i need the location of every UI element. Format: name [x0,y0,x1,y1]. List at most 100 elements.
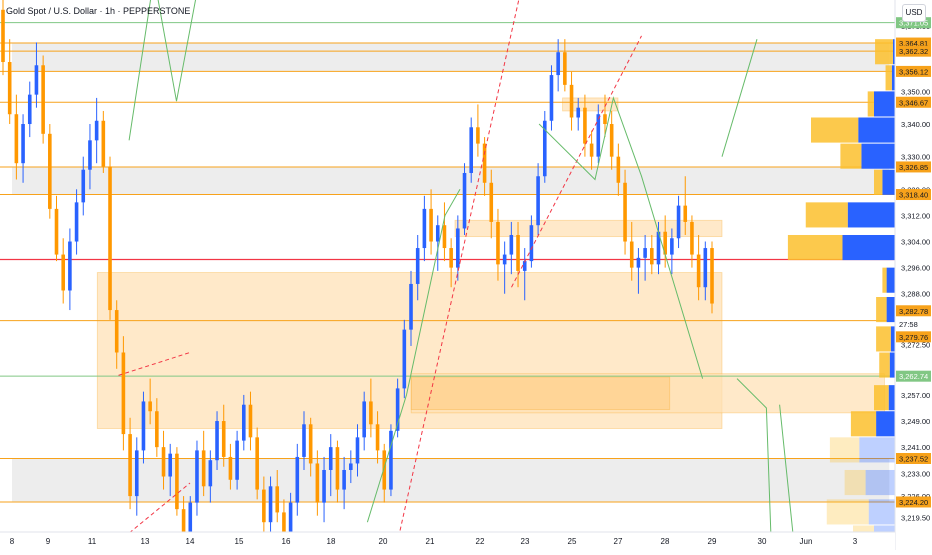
projection-path-1 [366,189,461,523]
candle-body-61 [409,283,413,330]
x-tick-label-13: 27 [614,537,623,546]
vp-down-bar-8 [787,234,843,261]
candle-body-80 [536,176,540,226]
price-tag-bg-5 [896,161,931,173]
candle-body-56 [375,424,380,451]
candle-body-53 [355,437,360,464]
x-tick-label-18: 3 [853,537,858,546]
candle-body-59 [395,388,400,431]
candle-body-97 [650,248,654,265]
candle-body-2 [14,114,19,164]
candle-body-21 [141,401,146,451]
zone-orange-strong-5 [410,376,671,411]
price-tag-bg-7 [896,305,931,317]
candle-body-40 [268,486,273,523]
price-tag-11: 3,237.52 [899,454,928,463]
vp-up-bar-17 [868,499,895,525]
time-axis-background [0,532,895,550]
candle-body-13 [88,140,92,170]
candle-body-99 [663,231,667,255]
candle-body-17 [114,310,119,353]
price-tag-bg-10 [896,370,931,382]
candle-body-9 [61,254,65,291]
candle-body-1 [7,62,12,115]
candle-body-92 [616,156,621,183]
candle-body-31 [208,460,213,487]
candle-body-44 [295,456,300,503]
candle-body-42 [282,512,286,542]
x-tick-label-0: 8 [10,537,15,546]
y-tick-label-1: 3,350.00 [901,87,930,96]
vp-down-bar-14 [850,411,877,437]
candle-body-76 [509,234,514,255]
vp-up-bar-12 [889,352,895,378]
y-tick-label-8: 3,288.00 [901,290,930,299]
price-tag-bg-3 [896,65,931,77]
vp-down-bar-7 [805,202,848,228]
candle-body-77 [516,234,520,271]
vp-up-bar-14 [876,411,895,437]
x-tick-label-3: 13 [141,537,150,546]
chart-title: Gold Spot / U.S. Dollar · 1h · PEPPERSTO… [6,6,191,16]
price-tag-bg-11 [896,452,931,464]
candle-body-60 [402,329,407,389]
price-tag-9: 3,279.76 [899,333,928,342]
price-tag-3: 3,356.12 [899,67,928,76]
x-tick-label-6: 16 [282,537,291,546]
candle-body-100 [670,238,674,255]
candle-body-96 [643,248,647,258]
candle-body-43 [288,502,293,542]
candle-body-74 [496,221,500,265]
price-tag-1: 3,364.81 [899,39,928,48]
x-tick-label-2: 11 [88,537,97,546]
candle-body-32 [215,421,219,461]
price-tag-2: 3,362.32 [899,47,928,56]
y-tick-label-9: 3,272.50 [901,340,930,349]
vp-down-bar-11 [876,326,891,352]
vp-up-bar-3 [874,91,895,117]
candle-body-41 [275,486,280,513]
projection-path-0 [128,0,197,141]
projection-path-3 [721,39,758,157]
vp-up-bar-16 [865,469,895,496]
candle-body-65 [435,225,440,242]
x-tick-label-8: 20 [379,537,388,546]
candle-body-98 [656,231,661,265]
vp-up-bar-15 [859,437,895,463]
projection-path-5 [779,404,794,533]
x-tick-label-14: 28 [661,537,670,546]
candle-body-28 [188,502,193,555]
candle-body-10 [68,241,72,291]
candle-body-58 [389,430,393,490]
vp-down-bar-4 [811,117,859,143]
x-tick-label-10: 22 [476,537,485,546]
vp-down-bar-12 [879,352,890,378]
candle-body-64 [429,208,433,242]
candle-body-81 [542,120,547,177]
price-tag-bg-9 [896,331,931,343]
y-tick-label-5: 3,312.00 [901,211,930,220]
candle-body-5 [34,65,39,95]
price-tag-8: 27:58 [899,320,918,329]
candle-body-12 [81,169,86,203]
vp-up-bar-8 [842,234,895,261]
candle-body-55 [369,401,373,425]
candle-body-89 [596,114,601,157]
zone-grey-0 [12,43,890,72]
vp-down-bar-13 [874,385,889,411]
candle-body-79 [529,225,534,262]
candle-body-46 [308,424,313,464]
candle-body-93 [623,182,627,242]
price-tag-bg-8 [896,318,931,330]
currency-button[interactable]: USD [902,4,926,22]
candle-body-104 [696,254,701,288]
candle-body-85 [569,84,574,118]
candle-body-8 [54,208,59,255]
price-tag-bg-2 [896,45,931,57]
candle-body-70 [469,127,474,173]
candle-body-51 [342,469,346,490]
candle-body-72 [482,143,487,183]
candle-body-15 [101,120,106,167]
